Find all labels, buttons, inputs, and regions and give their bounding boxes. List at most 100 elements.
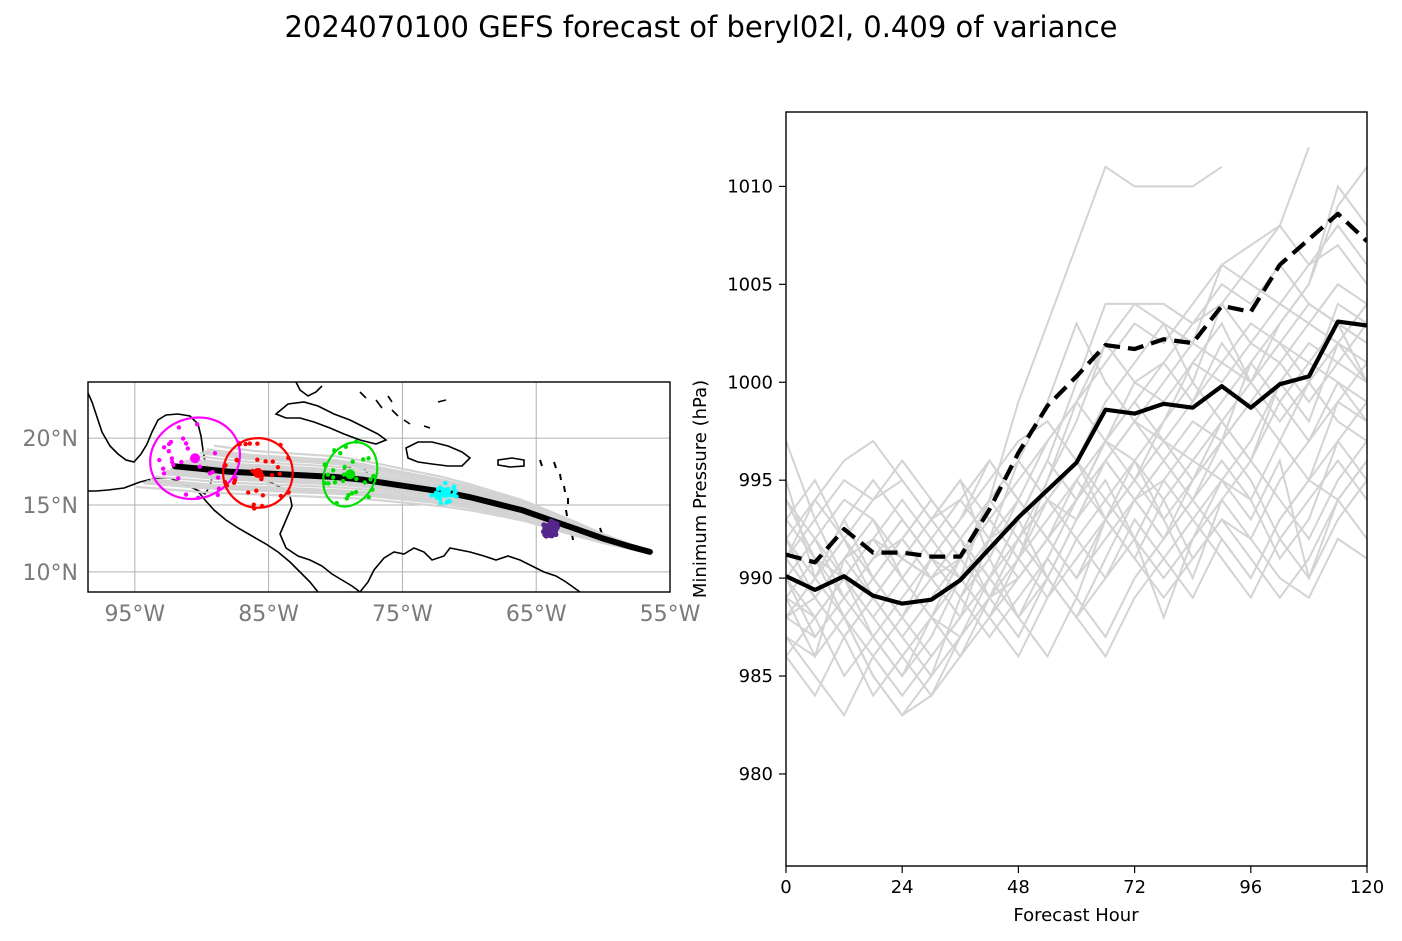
cluster-point bbox=[349, 491, 355, 496]
cluster-point bbox=[176, 476, 181, 481]
coastline-bahamas bbox=[359, 391, 447, 429]
y-tick-label: 990 bbox=[739, 568, 773, 589]
cluster-point bbox=[366, 494, 371, 500]
ensemble-member-line bbox=[786, 223, 1367, 600]
ensemble-member-line bbox=[786, 419, 1367, 678]
x-tick-label: 48 bbox=[1007, 877, 1030, 898]
cluster-point bbox=[331, 475, 336, 480]
map-lon-label: 65°W bbox=[506, 602, 567, 627]
cluster-point bbox=[161, 471, 167, 476]
x-tick-label: 120 bbox=[1350, 877, 1384, 898]
x-tick-label: 72 bbox=[1123, 877, 1146, 898]
map-lon-label: 55°W bbox=[640, 602, 701, 627]
x-tick-label: 0 bbox=[780, 877, 791, 898]
map-latitude-labels: 20°N 15°N 10°N bbox=[23, 427, 78, 586]
x-axis-ticks: 0 24 48 72 96 120 bbox=[780, 866, 1384, 898]
cluster-point bbox=[275, 465, 281, 470]
cluster-point bbox=[259, 476, 264, 482]
coastline-mexico bbox=[88, 392, 213, 496]
cluster-ellipse bbox=[149, 416, 242, 501]
cluster-point bbox=[161, 466, 166, 471]
cluster-center bbox=[543, 522, 558, 537]
solid-series-line bbox=[786, 319, 1367, 606]
cluster-point bbox=[326, 481, 331, 486]
cluster-point bbox=[342, 464, 347, 470]
cluster-point bbox=[260, 493, 266, 498]
cluster-point bbox=[341, 472, 347, 477]
ensemble-track bbox=[136, 485, 651, 555]
cluster-point bbox=[353, 489, 359, 495]
dashed-series-line bbox=[786, 211, 1367, 565]
coastline-cuba bbox=[274, 401, 388, 445]
y-tick-label: 985 bbox=[739, 666, 773, 687]
cluster-point bbox=[444, 500, 449, 505]
cluster-point bbox=[277, 471, 282, 477]
y-axis-ticks: 980 985 990 995 1000 1005 1010 bbox=[727, 176, 786, 785]
cluster-point bbox=[366, 456, 371, 461]
cluster-point bbox=[454, 494, 459, 499]
cluster-point bbox=[368, 477, 373, 482]
map-lon-label: 95°W bbox=[104, 602, 165, 627]
cluster-point bbox=[255, 457, 260, 462]
cluster-point bbox=[176, 425, 182, 430]
cluster-point bbox=[361, 457, 366, 462]
cluster-point bbox=[435, 486, 441, 492]
map-lat-label: 20°N bbox=[23, 427, 78, 452]
cluster-point bbox=[362, 480, 368, 485]
cluster-point bbox=[215, 492, 220, 498]
map-lat-label: 15°N bbox=[23, 494, 78, 519]
cluster-point bbox=[251, 502, 256, 507]
y-tick-label: 1005 bbox=[727, 274, 773, 295]
map-lat-label: 10°N bbox=[23, 561, 78, 586]
ensemble-member-line bbox=[786, 184, 1367, 659]
cluster-point bbox=[243, 441, 248, 447]
cluster-point bbox=[161, 445, 167, 450]
cluster-point bbox=[443, 480, 448, 486]
summary-series bbox=[786, 211, 1367, 606]
ensemble-track bbox=[146, 480, 651, 554]
cluster-point bbox=[179, 459, 184, 465]
cluster-point bbox=[183, 492, 189, 497]
coastline-hispaniola bbox=[405, 441, 472, 467]
x-tick-label: 24 bbox=[891, 877, 914, 898]
y-axis-label: Minimum Pressure (hPa) bbox=[690, 380, 711, 598]
ensemble-member-line bbox=[786, 460, 1367, 639]
cluster-point bbox=[325, 472, 331, 477]
cluster-point bbox=[270, 459, 275, 464]
cluster-point bbox=[168, 439, 174, 445]
cluster-point bbox=[354, 476, 359, 482]
cluster-point bbox=[197, 464, 202, 469]
ensemble-member-line bbox=[786, 478, 1367, 639]
cluster-point bbox=[169, 456, 175, 461]
ensemble-track bbox=[213, 444, 651, 552]
cluster-point bbox=[429, 493, 434, 498]
cluster-point bbox=[207, 471, 213, 476]
cluster-center bbox=[440, 488, 451, 499]
cluster-point bbox=[166, 449, 171, 454]
cluster-point bbox=[331, 468, 336, 473]
position-clusters bbox=[149, 416, 560, 539]
cluster-point bbox=[183, 441, 189, 446]
ensemble-member-line bbox=[786, 303, 1367, 678]
y-tick-label: 1010 bbox=[727, 176, 773, 197]
cluster-point bbox=[246, 490, 251, 495]
cluster-point bbox=[371, 473, 376, 479]
cluster-point bbox=[269, 472, 275, 478]
cluster-point bbox=[170, 459, 175, 465]
cluster-point bbox=[212, 451, 218, 456]
ensemble-member-line bbox=[786, 282, 1367, 660]
map-lon-label: 75°W bbox=[372, 602, 433, 627]
map-longitude-labels: 95°W 85°W 75°W 65°W 55°W bbox=[104, 602, 700, 627]
cluster-point bbox=[232, 478, 238, 483]
cluster-point bbox=[234, 457, 239, 463]
cluster-point bbox=[433, 493, 438, 498]
coastlines bbox=[88, 382, 653, 592]
ensemble-member-line bbox=[786, 341, 1367, 639]
cluster-point bbox=[185, 446, 190, 451]
cluster-center bbox=[190, 453, 201, 464]
ensemble-member-line bbox=[786, 146, 1310, 718]
cluster-ellipse bbox=[222, 437, 294, 509]
cluster-point bbox=[340, 478, 346, 484]
ensemble-member-line bbox=[786, 479, 1367, 659]
